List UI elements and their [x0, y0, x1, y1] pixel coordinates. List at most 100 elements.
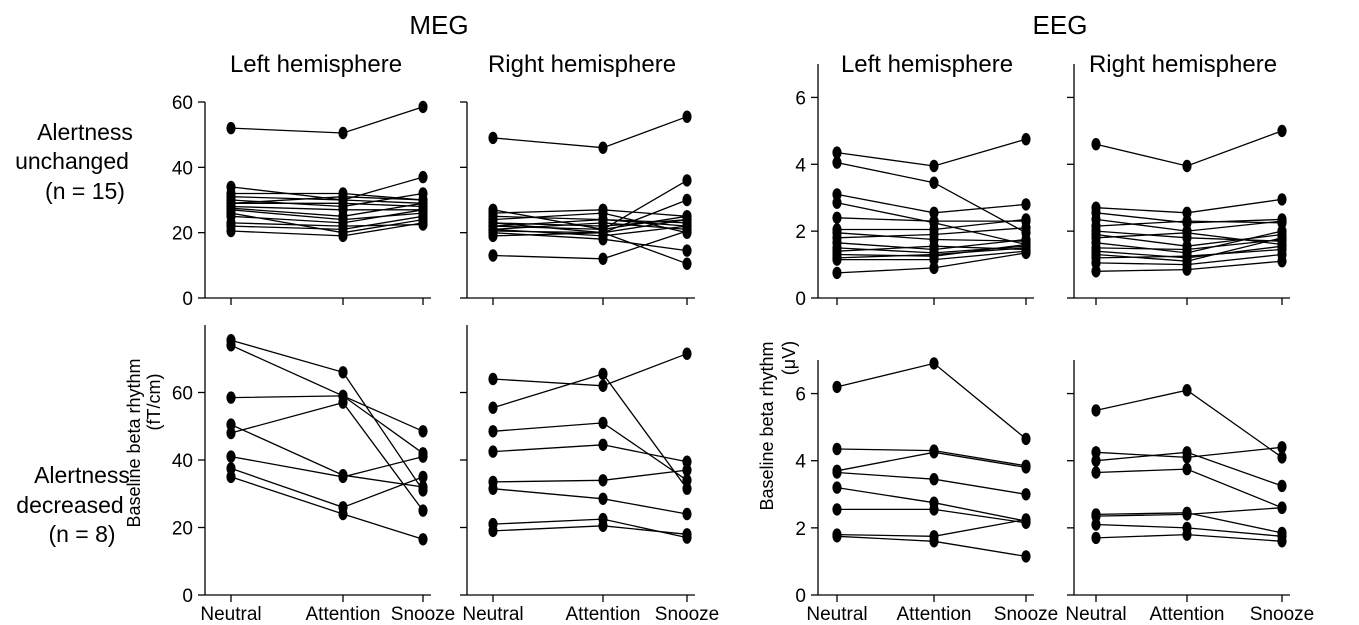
group-label-line: (n = 8) [48, 521, 115, 547]
data-point [598, 216, 608, 230]
data-point [682, 193, 692, 207]
data-point [488, 425, 498, 438]
x-tick-label: Snooze [391, 604, 455, 625]
data-point [418, 450, 428, 463]
series-line [492, 469, 688, 483]
hemisphere-title-eeg-left: Left hemisphere [841, 51, 1013, 78]
data-point [1277, 231, 1287, 244]
y-axis-label-meg-line1: Baseline beta rhythm [124, 358, 144, 527]
data-point [338, 229, 348, 243]
group-label-line: Alertness [34, 462, 130, 488]
data-point [1021, 221, 1031, 234]
series-line [230, 222, 424, 227]
data-point [338, 126, 348, 140]
data-point [929, 261, 939, 275]
data-point [1021, 550, 1031, 563]
data-point [598, 226, 608, 239]
data-point [1021, 461, 1031, 474]
data-point [832, 156, 842, 169]
data-point [1021, 432, 1031, 446]
data-point [598, 519, 608, 532]
data-point [338, 366, 348, 379]
x-tick-label: Snooze [994, 604, 1058, 625]
data-point [598, 474, 608, 487]
x-tick-label: Attention [1150, 604, 1225, 625]
data-point [1277, 193, 1287, 206]
x-tick-label: Attention [897, 604, 972, 625]
data-point [1182, 226, 1192, 239]
data-point [1182, 384, 1192, 397]
panel-5: 0 20 40 60 Neutral Attention Snooze [172, 325, 455, 625]
series-line [1095, 468, 1283, 509]
data-point [1021, 133, 1031, 146]
data-point [1091, 518, 1101, 531]
series-line [492, 422, 688, 481]
series-line [492, 444, 688, 463]
data-point [832, 481, 842, 494]
data-point [488, 131, 498, 145]
data-point [226, 339, 236, 352]
data-point [1182, 528, 1192, 541]
series-line [492, 353, 688, 387]
x-tick-label: Neutral [806, 604, 867, 625]
y-axis-label-eeg: Baseline beta rhythm [757, 341, 777, 510]
series-line [492, 373, 688, 490]
data-point [929, 535, 939, 548]
panel-7: 0 2 4 6 Neutral Attention Snooze [795, 357, 1058, 625]
data-point [598, 379, 608, 392]
data-point [338, 470, 348, 484]
data-point [832, 211, 842, 224]
data-point [226, 470, 236, 484]
data-point [929, 473, 939, 486]
data-point [1277, 451, 1287, 464]
data-point [226, 462, 236, 475]
y-tick-label: 20 [172, 519, 193, 540]
series-line [492, 525, 688, 535]
hemisphere-title-eeg-right: Right hemisphere [1089, 51, 1277, 78]
x-tick-label: Attention [566, 604, 641, 625]
data-point [929, 503, 939, 516]
data-point [832, 530, 842, 543]
data-point [832, 503, 842, 516]
data-point [488, 445, 498, 458]
data-point [682, 257, 692, 270]
x-tick-label: Snooze [655, 604, 719, 625]
data-point [682, 528, 692, 541]
group-label-line: Alertness [37, 119, 133, 145]
data-point [682, 110, 692, 123]
y-tick-label: 2 [795, 519, 806, 540]
y-tick-label: 0 [795, 586, 806, 607]
y-axis-label-eeg-line1: Baseline beta rhythm [757, 341, 777, 510]
data-point [832, 196, 842, 209]
x-tick-label: Neutral [1065, 604, 1126, 625]
series-line [230, 424, 424, 488]
y-tick-label: 6 [795, 88, 806, 109]
data-point [929, 159, 939, 173]
data-point [1021, 198, 1031, 211]
data-point [832, 380, 842, 394]
data-point [1182, 508, 1192, 521]
panel-6: Neutral Attention Snooze [460, 325, 719, 625]
data-point [832, 253, 842, 266]
data-point [1021, 488, 1031, 501]
hemisphere-title-meg-right: Right hemisphere [488, 51, 676, 78]
series-line [230, 455, 424, 478]
data-point [418, 504, 428, 517]
data-point [1091, 531, 1101, 545]
data-point [1182, 159, 1192, 173]
x-tick-label: Snooze [1250, 604, 1314, 625]
y-tick-label: 20 [172, 224, 193, 245]
data-point [1091, 454, 1101, 467]
data-point [1091, 138, 1101, 151]
data-point [1277, 535, 1287, 548]
y-tick-label: 6 [795, 385, 806, 406]
group-label-line: unchanged [15, 148, 129, 174]
data-point [338, 396, 348, 409]
data-point [598, 367, 608, 381]
modality-title-meg: MEG [409, 10, 468, 40]
data-point [488, 249, 498, 262]
data-point [418, 216, 428, 230]
modality-title-eeg: EEG [1033, 10, 1088, 40]
series-line [836, 362, 1027, 440]
